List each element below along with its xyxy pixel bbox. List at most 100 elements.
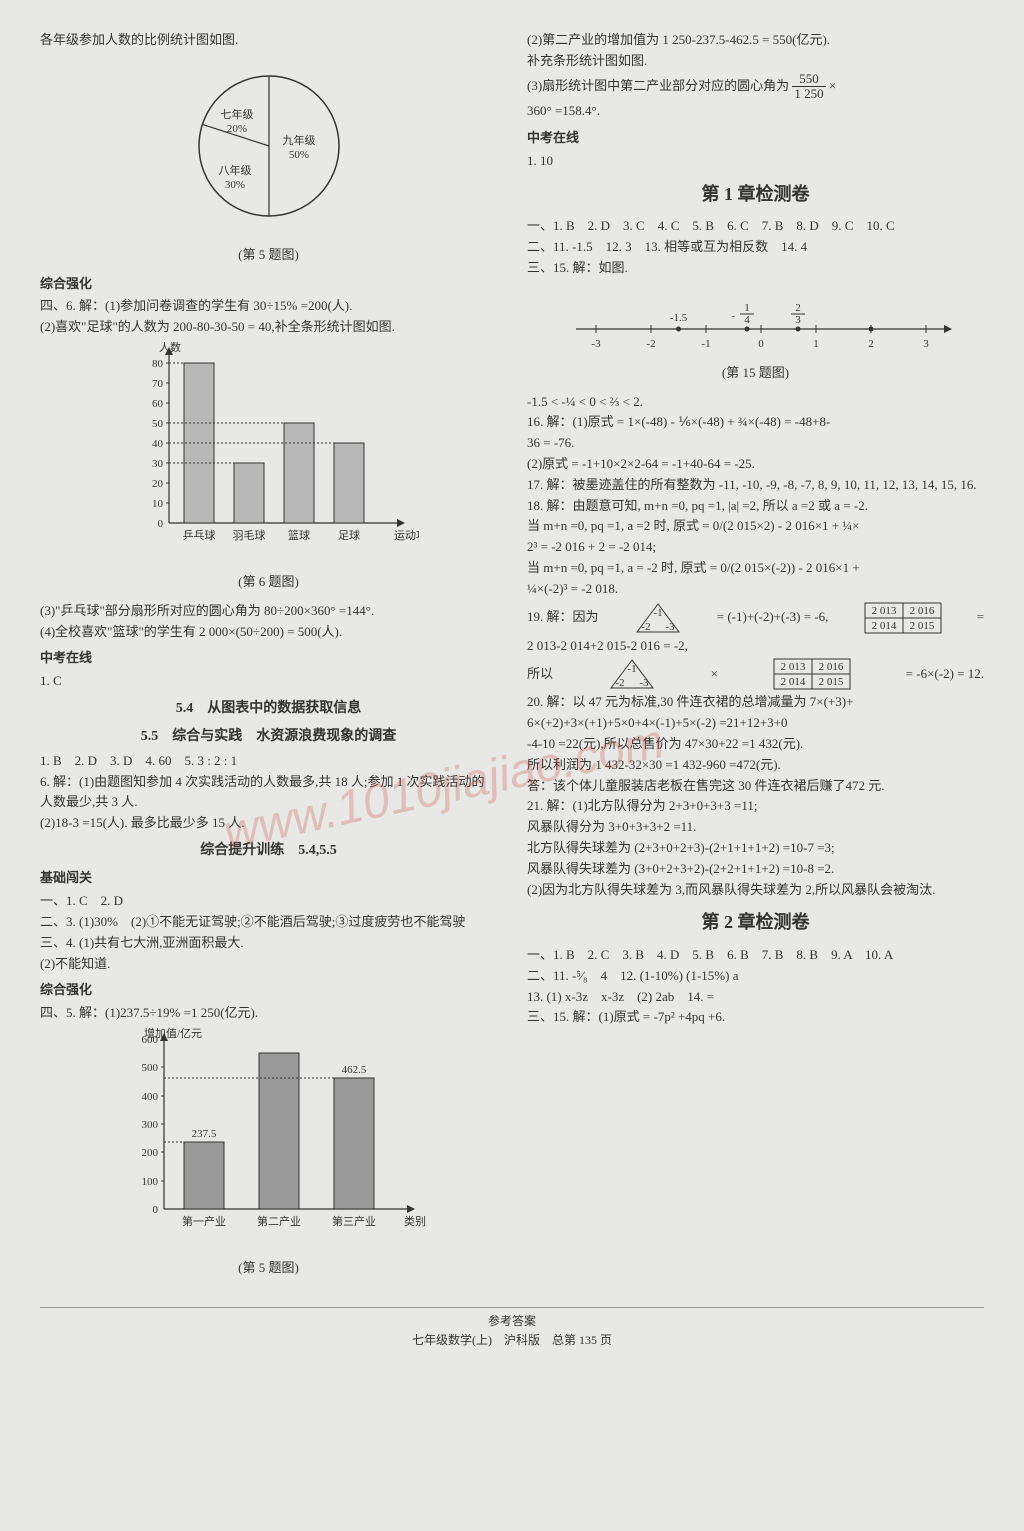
svg-text:2 015: 2 015 bbox=[818, 676, 843, 688]
text: 13. (1) x-3z x-3z (2) 2ab 14. = bbox=[527, 987, 984, 1008]
triangle-icon: -1 -2 -3 bbox=[607, 656, 657, 692]
svg-text:-1.5: -1.5 bbox=[669, 312, 687, 324]
footer-line1: 参考答案 bbox=[40, 1312, 984, 1331]
svg-text:2 014: 2 014 bbox=[780, 676, 805, 688]
text: 21. 解：(1)北方队得分为 2+3+0+3+3 =11; bbox=[527, 796, 984, 817]
pie-label-7: 七年级 bbox=[220, 107, 253, 121]
text: 一、1. C 2. D bbox=[40, 891, 497, 912]
svg-text:237.5: 237.5 bbox=[191, 1128, 216, 1140]
svg-text:0: 0 bbox=[758, 338, 764, 350]
text: 一、1. B 2. C 3. B 4. D 5. B 6. B 7. B 8. … bbox=[527, 945, 984, 966]
text: 19. 解：因为 -1 -2 -3 = (-1)+(-2)+(-3) = -6,… bbox=[527, 600, 984, 636]
svg-text:80: 80 bbox=[152, 358, 164, 370]
bar1-caption: (第 6 题图) bbox=[40, 572, 497, 593]
text: (2)原式 = -1+10×2×2-64 = -1+40-64 = -25. bbox=[527, 454, 984, 475]
text: 答：该个体儿童服装店老板在售完这 30 件连衣裙后赚了472 元. bbox=[527, 776, 984, 797]
heading: 综合强化 bbox=[40, 980, 497, 1001]
svg-text:300: 300 bbox=[141, 1119, 158, 1131]
text: (3)扇形统计图中第二产业部分对应的圆心角为 550 1 250 × bbox=[527, 72, 984, 102]
text: 二、3. (1)30% (2)①不能无证驾驶;②不能酒后驾驶;③过度疲劳也不能驾… bbox=[40, 912, 497, 933]
text: 6×(+2)+3×(+1)+5×0+4×(-1)+5×(-2) =21+12+3… bbox=[527, 713, 984, 734]
text: 1. 10 bbox=[527, 151, 984, 172]
triangle-icon: -1 -2 -3 bbox=[633, 600, 683, 636]
pie-pct-7: 20% bbox=[226, 123, 246, 135]
svg-text:-3: -3 bbox=[665, 621, 675, 633]
svg-text:10: 10 bbox=[152, 498, 164, 510]
pie-caption: (第 5 题图) bbox=[40, 245, 497, 266]
text: 18. 解：由题意可知, m+n =0, pq =1, |a| =2, 所以 a… bbox=[527, 496, 984, 517]
svg-text:600: 600 bbox=[141, 1034, 158, 1046]
svg-text:2 016: 2 016 bbox=[909, 605, 934, 617]
svg-text:3: 3 bbox=[795, 314, 801, 326]
svg-text:1: 1 bbox=[744, 302, 750, 314]
svg-text:462.5: 462.5 bbox=[341, 1064, 366, 1076]
text: 风暴队得分为 3+0+3+3+2 =11. bbox=[527, 817, 984, 838]
text: 360° =158.4°. bbox=[527, 101, 984, 122]
text: 三、15. 解：(1)原式 = -7p² +4pq +6. bbox=[527, 1007, 984, 1028]
text: (2)喜欢"足球"的人数为 200-80-30-50 = 40,补全条形统计图如… bbox=[40, 317, 497, 338]
bar-chart-sports: 人数 0 10 20 30 40 50 60 70 80 bbox=[119, 338, 419, 568]
heading: 中考在线 bbox=[527, 128, 984, 149]
text: 20. 解：以 47 元为标准,30 件连衣裙的总增减量为 7×(+3)+ bbox=[527, 692, 984, 713]
svg-text:第二产业: 第二产业 bbox=[257, 1214, 301, 1228]
svg-text:-2: -2 bbox=[641, 621, 650, 633]
svg-text:2 014: 2 014 bbox=[871, 620, 896, 632]
box-icon: 2 013 2 016 2 014 2 015 bbox=[863, 601, 943, 635]
svg-text:100: 100 bbox=[141, 1176, 158, 1188]
box-icon: 2 013 2 016 2 014 2 015 bbox=[772, 657, 852, 691]
svg-text:20: 20 bbox=[152, 478, 164, 490]
text: -1.5 < -¼ < 0 < ⅔ < 2. bbox=[527, 392, 984, 413]
svg-text:-2: -2 bbox=[615, 677, 624, 689]
text: 二、11. -⁵⁄₈ 4 12. (1-10%) (1-15%) a bbox=[527, 966, 984, 987]
chapter-title: 第 2 章检测卷 bbox=[527, 908, 984, 937]
svg-text:-1: -1 bbox=[701, 338, 710, 350]
svg-text:60: 60 bbox=[152, 398, 164, 410]
left-column: 各年级参加人数的比例统计图如图. 七年级 20% 八年级 30% 九年级 50%… bbox=[40, 30, 497, 1287]
text: 三、15. 解：如图. bbox=[527, 258, 984, 279]
svg-text:0: 0 bbox=[157, 518, 163, 530]
svg-text:2 013: 2 013 bbox=[871, 605, 896, 617]
heading: 中考在线 bbox=[40, 648, 497, 669]
text: (4)全校喜欢"篮球"的学生有 2 000×(50÷200) = 500(人). bbox=[40, 622, 497, 643]
text: ¼×(-2)³ = -2 018. bbox=[527, 579, 984, 600]
svg-text:-1: -1 bbox=[653, 607, 662, 619]
svg-text:0: 0 bbox=[152, 1204, 158, 1216]
text: 17. 解：被墨迹盖住的所有整数为 -11, -10, -9, -8, -7, … bbox=[527, 475, 984, 496]
svg-text:3: 3 bbox=[923, 338, 929, 350]
svg-text:2 016: 2 016 bbox=[818, 661, 843, 673]
pie-label-8: 八年级 bbox=[218, 163, 251, 177]
footer-line2: 七年级数学(上) 沪科版 总第 135 页 bbox=[40, 1331, 984, 1350]
svg-text:30: 30 bbox=[152, 458, 164, 470]
text: (2)第二产业的增加值为 1 250-237.5-462.5 = 550(亿元)… bbox=[527, 30, 984, 51]
text: 四、6. 解：(1)参加问卷调查的学生有 30÷15% =200(人). bbox=[40, 296, 497, 317]
svg-text:足球: 足球 bbox=[338, 528, 360, 542]
text: 所以利润为 1 432-32×30 =1 432-960 =472(元). bbox=[527, 755, 984, 776]
heading: 5.5 综合与实践 水资源浪费现象的调查 bbox=[40, 726, 497, 748]
text: (2)因为北方队得失球差为 3,而风暴队得失球差为 2,所以风暴队会被淘汰. bbox=[527, 880, 984, 901]
svg-text:-3: -3 bbox=[639, 677, 649, 689]
text: 风暴队得失球差为 (3+0+2+3+2)-(2+2+1+1+2) =10-8 =… bbox=[527, 859, 984, 880]
svg-text:4: 4 bbox=[744, 314, 750, 326]
svg-text:-: - bbox=[731, 310, 735, 322]
heading: 基础闯关 bbox=[40, 868, 497, 889]
svg-text:50: 50 bbox=[152, 418, 164, 430]
svg-text:运动项目: 运动项目 bbox=[394, 529, 419, 542]
number-line: -3 -2 -1 0 1 2 3 -1.5 1 4 - 2 3 bbox=[546, 279, 966, 359]
text: (2)不能知道. bbox=[40, 954, 497, 975]
text: 补充条形统计图如图. bbox=[527, 51, 984, 72]
text: 二、11. -1.5 12. 3 13. 相等或互为相反数 14. 4 bbox=[527, 237, 984, 258]
svg-text:200: 200 bbox=[141, 1147, 158, 1159]
text: 6. 解：(1)由题图知参加 4 次实践活动的人数最多,共 18 人;参加 1 … bbox=[40, 772, 497, 814]
heading: 综合强化 bbox=[40, 274, 497, 295]
svg-text:羽毛球: 羽毛球 bbox=[232, 528, 265, 542]
page: 各年级参加人数的比例统计图如图. 七年级 20% 八年级 30% 九年级 50%… bbox=[0, 0, 1024, 1307]
svg-text:-3: -3 bbox=[591, 338, 601, 350]
text: 所以 -1 -2 -3 × 2 013 2 016 2 014 2 015 = … bbox=[527, 656, 984, 692]
pie-pct-8: 30% bbox=[224, 179, 244, 191]
text: (3)"乒乓球"部分扇形所对应的圆心角为 80÷200×360° =144°. bbox=[40, 601, 497, 622]
text: 1. B 2. D 3. D 4. 60 5. 3 : 2 : 1 bbox=[40, 751, 497, 772]
numline-caption: (第 15 题图) bbox=[527, 363, 984, 384]
svg-text:1: 1 bbox=[813, 338, 819, 350]
text: 16. 解：(1)原式 = 1×(-48) - ⅙×(-48) + ¾×(-48… bbox=[527, 412, 984, 433]
text: 三、4. (1)共有七大洲,亚洲面积最大. bbox=[40, 933, 497, 954]
